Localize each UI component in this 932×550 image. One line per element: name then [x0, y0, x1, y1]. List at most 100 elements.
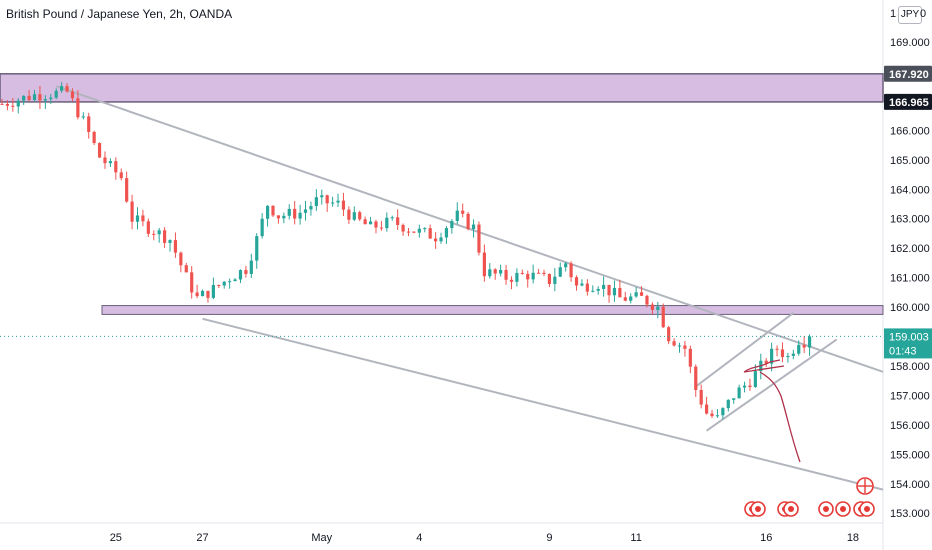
candle [363, 216, 367, 225]
candle [645, 294, 649, 308]
event-marker-icon[interactable] [750, 501, 766, 517]
candle [509, 276, 514, 290]
candle-body [461, 210, 465, 214]
candle [303, 200, 308, 221]
candle [32, 89, 37, 102]
candle-body [249, 260, 253, 274]
candle-body [108, 161, 112, 164]
candle-body [791, 353, 795, 356]
candle-body [775, 348, 779, 350]
x-tick-label: 4 [416, 532, 422, 544]
candle-body [228, 281, 232, 283]
last-price-countdown: 01:43 [889, 345, 917, 357]
candle [764, 358, 768, 368]
candle-body [119, 172, 123, 179]
zone-0 [0, 73, 884, 103]
candle [336, 193, 340, 207]
event-marker-icon[interactable] [859, 501, 875, 517]
candle-body [379, 227, 383, 229]
candle [244, 265, 248, 278]
candle [477, 221, 481, 256]
candle [238, 269, 243, 284]
candle-body [336, 200, 340, 203]
candle-body [683, 345, 687, 349]
candle-body [802, 344, 806, 348]
candle-body [721, 408, 725, 416]
candle [331, 196, 335, 207]
candle [135, 207, 140, 230]
candlesticks [0, 82, 812, 420]
candle-body [190, 272, 194, 293]
candle [602, 276, 606, 297]
candle-body [780, 349, 785, 358]
flag-marker-icon[interactable] [856, 477, 874, 495]
candle [396, 209, 400, 230]
candle-body [276, 215, 281, 219]
candle [444, 226, 449, 244]
candle-body [509, 279, 514, 282]
candle [737, 384, 741, 399]
candle-body [629, 296, 633, 301]
candle-body [163, 230, 167, 243]
x-tick-label: 25 [110, 532, 122, 544]
y-tick-label: 162.000 [890, 243, 930, 255]
candle [504, 265, 508, 285]
candle-body [374, 221, 378, 228]
candle [526, 270, 530, 288]
candle-body [677, 345, 682, 347]
x-axis: 25 27 May 4 9 11 16 18 [110, 532, 859, 544]
candle-body [536, 272, 541, 274]
candle [650, 302, 654, 315]
x-tick-label: May [311, 532, 332, 544]
candle-body [428, 228, 432, 239]
candle [493, 268, 497, 280]
candle-body [341, 200, 346, 210]
candle-body [179, 252, 183, 266]
candle-body [49, 97, 53, 100]
candle-body [70, 91, 75, 99]
candle-body [639, 292, 644, 296]
candle-body [238, 270, 243, 280]
candle-body [753, 371, 757, 388]
candle [499, 264, 503, 277]
candle [705, 396, 709, 415]
trendline-2 [706, 338, 838, 432]
candle [569, 261, 573, 282]
candle [672, 338, 676, 347]
candle-body [401, 224, 405, 232]
event-marker-icon[interactable] [818, 501, 834, 517]
event-marker-icon[interactable] [783, 501, 799, 517]
candle-body [672, 341, 676, 346]
candle-body [271, 205, 275, 216]
x-tick-label: 9 [546, 532, 552, 544]
candle [401, 223, 405, 236]
candle [130, 194, 134, 230]
candle-body [710, 413, 714, 417]
candle-body [623, 297, 627, 301]
candle [423, 227, 427, 233]
candle-body [439, 237, 443, 242]
event-marker-icon[interactable] [835, 501, 851, 517]
candle [195, 284, 199, 299]
candle-body [135, 215, 140, 222]
candle [146, 218, 150, 238]
y-tick-label: 158.000 [890, 361, 930, 373]
currency-badge[interactable]: JPY [898, 6, 922, 24]
y-tick-label: 155.000 [890, 449, 930, 461]
candle-body [564, 263, 568, 268]
candle-body [363, 219, 367, 225]
candle-body [352, 212, 356, 220]
candle-body [444, 228, 449, 238]
candle [455, 202, 459, 225]
candle-body [211, 284, 215, 298]
candle-body [173, 240, 178, 253]
candle [293, 200, 297, 225]
candle-body [27, 95, 31, 100]
trendline-3 [695, 312, 794, 388]
candle [412, 231, 416, 234]
candle [694, 364, 698, 397]
candle [141, 209, 145, 227]
candle [753, 364, 757, 388]
candle [558, 262, 562, 278]
